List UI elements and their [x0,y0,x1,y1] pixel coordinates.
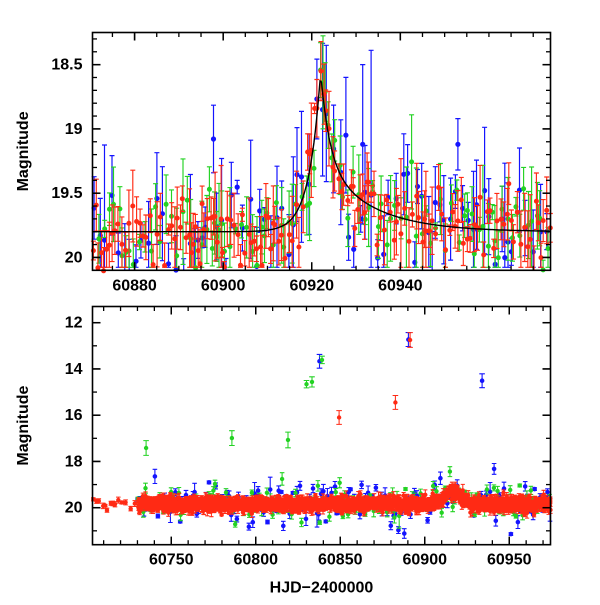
svg-text:18.5: 18.5 [51,57,82,74]
svg-text:19: 19 [65,121,83,138]
svg-text:60920: 60920 [290,277,335,294]
svg-text:19.5: 19.5 [51,185,82,202]
svg-text:60950: 60950 [487,552,532,569]
svg-text:HJD−2400000: HJD−2400000 [270,580,374,597]
svg-text:60940: 60940 [378,277,423,294]
svg-text:20: 20 [65,500,83,517]
svg-text:Magnitude: Magnitude [15,111,32,191]
svg-text:60900: 60900 [201,277,246,294]
svg-text:60850: 60850 [318,552,363,569]
svg-text:Magnitude: Magnitude [15,386,32,466]
svg-text:12: 12 [65,315,83,332]
svg-text:20: 20 [65,249,83,266]
svg-text:60900: 60900 [403,552,448,569]
svg-text:18: 18 [65,453,83,470]
svg-text:60880: 60880 [112,277,157,294]
svg-text:60800: 60800 [234,552,279,569]
svg-text:60750: 60750 [149,552,194,569]
svg-text:16: 16 [65,407,83,424]
svg-text:14: 14 [65,361,83,378]
